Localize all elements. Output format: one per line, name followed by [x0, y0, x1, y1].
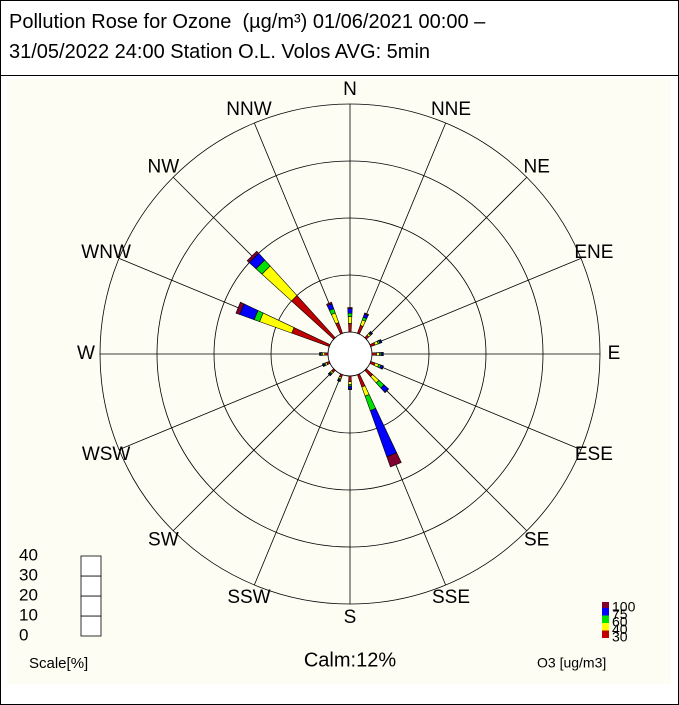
spoke: [172, 369, 335, 532]
bar-segment: [386, 452, 402, 468]
scale-box: [80, 575, 102, 597]
scale-tick-label: 20: [19, 585, 38, 604]
bar-segment: [319, 352, 321, 356]
bar-segment: [347, 316, 353, 324]
bar-segment: [384, 388, 390, 394]
legend-tick-label: 60: [612, 614, 628, 630]
bar-segment: [347, 385, 353, 390]
legend-label: O3 [ug/m3]: [537, 655, 606, 671]
direction-label: NE: [523, 156, 549, 177]
legend-swatch: [602, 615, 609, 623]
scale-tick-label: 0: [19, 625, 28, 644]
scale-tick-label: 30: [19, 565, 38, 584]
legend-swatch: [602, 623, 609, 631]
bar-segment: [347, 388, 353, 390]
bar-segment: [324, 352, 329, 356]
direction-label: WSW: [82, 444, 131, 465]
bar-segment: [337, 379, 341, 383]
header: Pollution Rose for Ozone (µg/m³) 01/06/2…: [1, 1, 678, 76]
spoke: [370, 257, 582, 346]
legend-swatch: [602, 608, 609, 616]
bar-segment: [376, 352, 380, 356]
bar-segment: [348, 381, 352, 385]
spoke: [118, 362, 330, 451]
direction-label: S: [344, 607, 357, 628]
direction-label: NNE: [431, 99, 471, 120]
direction-label: SW: [148, 530, 179, 551]
direction-label: SE: [524, 530, 549, 551]
bar-segment: [379, 339, 383, 344]
legend-swatch: [602, 630, 609, 638]
bar-segment: [326, 301, 333, 307]
legend-tick-label: 75: [612, 606, 628, 622]
direction-label: NNW: [226, 99, 271, 120]
scale-box: [80, 615, 102, 637]
spoke: [370, 362, 582, 451]
direction-label: NW: [147, 156, 179, 177]
bar-segment: [327, 372, 332, 377]
bar-segment: [382, 352, 384, 356]
bar-segment: [381, 365, 384, 370]
direction-label: W: [77, 343, 95, 364]
bar-segment: [348, 323, 352, 333]
scale-box: [80, 595, 102, 617]
legend-tick-label: 40: [612, 621, 628, 637]
direction-label: E: [608, 343, 621, 364]
spoke: [365, 369, 528, 532]
scale-tick-label: 10: [19, 605, 38, 624]
bar-segment: [246, 250, 260, 264]
scale-tick-label: 40: [19, 545, 38, 564]
bar-segment: [322, 352, 325, 356]
bar-segment: [235, 301, 245, 315]
bar-segment: [347, 308, 353, 314]
bar-segment: [347, 307, 353, 309]
direction-label: N: [343, 79, 357, 100]
direction-label: ENE: [574, 242, 613, 263]
legend-tick-label: 30: [612, 629, 628, 645]
bar-segment: [363, 312, 370, 316]
spoke: [253, 122, 342, 334]
spoke: [253, 374, 342, 586]
bar-segment: [371, 352, 377, 356]
direction-label: ESE: [575, 444, 613, 465]
spoke: [365, 176, 528, 339]
chart: N NNE NE ENE E ESE SE SSE S SSW SW WSW W WNW NW NNW 0102…: [7, 79, 671, 684]
scale-label: Scale[%]: [29, 655, 88, 672]
direction-label: SSW: [227, 587, 270, 608]
chart-title: Pollution Rose for Ozone (µg/m³) 01/06/2…: [9, 11, 491, 63]
legend-tick-label: 100: [612, 599, 636, 615]
bar-segment: [369, 330, 374, 335]
bar-segment: [347, 312, 353, 317]
scale-box: [80, 555, 102, 577]
bar-segment: [321, 363, 325, 367]
legend-swatch: [602, 602, 609, 608]
direction-label: SSE: [432, 587, 470, 608]
calm-label: Calm:12%: [304, 649, 396, 671]
spoke: [358, 122, 447, 334]
direction-label: WNW: [81, 242, 131, 263]
bar-segment: [348, 375, 352, 382]
